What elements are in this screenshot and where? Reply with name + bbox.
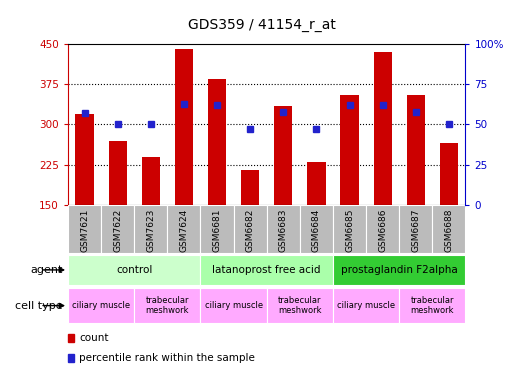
Bar (274, 106, 292, 205)
Bar (68, 255, 200, 285)
Text: trabecular
meshwork: trabecular meshwork (145, 296, 189, 315)
Text: GSM6687: GSM6687 (411, 209, 420, 252)
Text: agent: agent (30, 265, 63, 275)
Text: GSM7624: GSM7624 (179, 209, 188, 252)
Bar (109, 141, 127, 205)
Bar (101, 205, 134, 253)
Bar (373, 52, 392, 205)
Text: prostaglandin F2alpha: prostaglandin F2alpha (341, 265, 458, 275)
Bar (267, 288, 333, 323)
Bar (440, 143, 458, 205)
Bar (200, 288, 267, 323)
Text: cell type: cell type (15, 300, 63, 311)
Bar (134, 205, 167, 253)
Bar (208, 79, 226, 205)
Bar (200, 205, 234, 253)
Bar (241, 170, 259, 205)
Text: count: count (79, 333, 109, 343)
Text: GSM6685: GSM6685 (345, 209, 354, 252)
Bar (200, 255, 333, 285)
Bar (234, 205, 267, 253)
Bar (308, 162, 325, 205)
Text: GSM6681: GSM6681 (212, 209, 222, 252)
Bar (366, 205, 399, 253)
Bar (433, 205, 465, 253)
Text: ciliary muscle: ciliary muscle (337, 301, 395, 310)
Bar (399, 205, 433, 253)
Bar (333, 288, 399, 323)
Bar (167, 205, 200, 253)
Bar (399, 288, 465, 323)
Text: GDS359 / 41154_r_at: GDS359 / 41154_r_at (188, 18, 335, 32)
Text: percentile rank within the sample: percentile rank within the sample (79, 353, 255, 363)
Bar (142, 157, 160, 205)
Bar (68, 288, 134, 323)
Text: ciliary muscle: ciliary muscle (204, 301, 263, 310)
Bar (267, 205, 300, 253)
Text: GSM6688: GSM6688 (445, 209, 453, 252)
Text: GSM6686: GSM6686 (378, 209, 387, 252)
Bar (134, 288, 200, 323)
Text: control: control (116, 265, 152, 275)
Text: GSM7623: GSM7623 (146, 209, 155, 252)
Text: trabecular
meshwork: trabecular meshwork (411, 296, 454, 315)
Bar (407, 95, 425, 205)
Text: ciliary muscle: ciliary muscle (72, 301, 130, 310)
Text: GSM6684: GSM6684 (312, 209, 321, 252)
Text: GSM6683: GSM6683 (279, 209, 288, 252)
Text: GSM6682: GSM6682 (246, 209, 255, 252)
Bar (300, 205, 333, 253)
Text: latanoprost free acid: latanoprost free acid (212, 265, 321, 275)
Bar (333, 205, 366, 253)
Text: GSM7621: GSM7621 (80, 209, 89, 252)
Bar (340, 95, 359, 205)
Text: GSM7622: GSM7622 (113, 209, 122, 252)
Bar (333, 255, 465, 285)
Text: trabecular
meshwork: trabecular meshwork (278, 296, 322, 315)
Bar (68, 205, 101, 253)
Bar (175, 49, 193, 205)
Bar (75, 114, 94, 205)
